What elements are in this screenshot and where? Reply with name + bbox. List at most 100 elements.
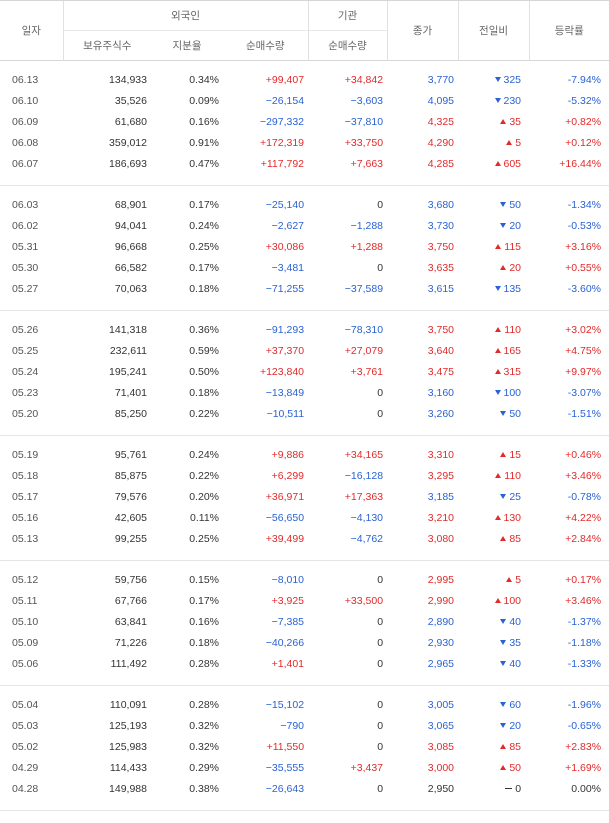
header-date: 일자 [0, 0, 63, 61]
table-row: 05.09 71,226 0.18% −40,266 0 2,930 35 -1.18% [0, 632, 609, 653]
cell-ratio: 0.11% [190, 511, 219, 524]
unchanged-dash-icon [505, 787, 513, 789]
change-value: 40 [509, 615, 522, 628]
cell-close: 3,310 [427, 448, 455, 461]
cell-date: 05.25 [12, 344, 39, 357]
cell-rate: -1.51% [567, 407, 602, 420]
cell-rate: -1.18% [567, 636, 602, 649]
down-triangle-icon [494, 389, 501, 395]
header-inst-net: 순매수량 [307, 30, 388, 61]
cell-ratio: 0.18% [189, 386, 219, 399]
cell-change: 20 [458, 715, 529, 736]
cell-inst-net: 0 [377, 719, 384, 732]
cell-rate: +3.02% [565, 323, 602, 336]
cell-ratio: 0.36% [189, 323, 219, 336]
down-triangle-icon [500, 639, 507, 645]
cell-ratio: 0.28% [189, 657, 219, 670]
cell-foreign-net: +39,499 [265, 532, 305, 545]
change-value: 85 [509, 532, 522, 545]
header-institution: 기관 [307, 0, 388, 31]
cell-foreign-net: +123,840 [259, 365, 305, 378]
cell-inst-net: −4,130 [350, 511, 384, 524]
down-triangle-icon [500, 222, 507, 228]
cell-inst-net: 0 [377, 657, 384, 670]
down-triangle-icon [500, 201, 507, 207]
cell-holdings: 66,582 [114, 261, 147, 274]
group-spacer [0, 61, 609, 70]
up-triangle-icon [506, 139, 513, 145]
cell-date: 05.17 [12, 490, 39, 503]
group-spacer [0, 311, 609, 320]
change-value: 5 [515, 573, 522, 586]
group-spacer [0, 561, 609, 570]
cell-date: 05.20 [12, 407, 39, 420]
cell-foreign-net: +30,086 [265, 240, 305, 253]
cell-rate: +2.84% [565, 532, 602, 545]
cell-close: 3,615 [427, 282, 455, 295]
cell-holdings: 68,901 [114, 198, 147, 211]
cell-inst-net: +7,663 [350, 157, 384, 170]
cell-date: 05.27 [12, 282, 39, 295]
change-value: 0 [515, 782, 522, 795]
change-value: 20 [509, 261, 522, 274]
cell-change: 20 [458, 215, 529, 236]
cell-close: 3,260 [427, 407, 455, 420]
cell-ratio: 0.17% [189, 198, 219, 211]
up-triangle-icon [494, 597, 501, 603]
cell-date: 06.10 [12, 94, 39, 107]
cell-holdings: 35,526 [114, 94, 147, 107]
cell-rate: -1.34% [567, 198, 602, 211]
cell-foreign-net: +172,319 [259, 136, 305, 149]
cell-rate: -0.78% [567, 490, 602, 503]
group-spacer [0, 186, 609, 195]
change-value: 50 [509, 761, 522, 774]
cell-date: 05.06 [12, 657, 39, 670]
cell-foreign-net: −297,332 [259, 115, 305, 128]
cell-inst-net: +3,761 [350, 365, 384, 378]
cell-holdings: 359,012 [109, 136, 147, 149]
down-triangle-icon [494, 76, 501, 82]
down-triangle-icon [500, 701, 507, 707]
cell-close: 3,635 [427, 261, 455, 274]
group-divider [0, 299, 609, 311]
cell-holdings: 195,241 [109, 365, 147, 378]
table-row: 05.02 125,983 0.32% +11,550 0 3,085 85 +2.83% [0, 736, 609, 757]
change-value: 135 [503, 282, 522, 295]
header-close: 종가 [386, 0, 459, 61]
up-triangle-icon [494, 514, 501, 520]
cell-close: 4,285 [427, 157, 455, 170]
header-change: 전일비 [457, 0, 530, 61]
down-triangle-icon [500, 722, 507, 728]
change-value: 20 [509, 719, 522, 732]
cell-change: 50 [458, 757, 529, 778]
table-row: 05.31 96,668 0.25% +30,086 +1,288 3,750 115 +3.… [0, 236, 609, 257]
cell-date: 05.11 [12, 594, 38, 607]
header-holdings: 보유주식수 [62, 30, 151, 61]
cell-close: 3,770 [427, 73, 455, 86]
cell-close: 4,325 [427, 115, 455, 128]
up-triangle-icon [500, 535, 507, 541]
cell-date: 05.26 [12, 323, 39, 336]
cell-holdings: 94,041 [114, 219, 147, 232]
cell-ratio: 0.38% [189, 782, 219, 795]
table-body: 06.13 134,933 0.34% +99,407 +34,842 3,770 325 -… [0, 61, 609, 811]
cell-change: 100 [458, 382, 529, 403]
cell-foreign-net: −26,154 [265, 94, 305, 107]
table-row: 05.25 232,611 0.59% +37,370 +27,079 3,640 165 +… [0, 340, 609, 361]
cell-change: 85 [458, 528, 529, 549]
cell-holdings: 42,605 [114, 511, 147, 524]
cell-ratio: 0.18% [189, 636, 219, 649]
group-divider [0, 424, 609, 436]
change-value: 130 [503, 511, 522, 524]
cell-change: 135 [458, 278, 529, 299]
cell-ratio: 0.15% [189, 573, 219, 586]
cell-date: 06.07 [12, 157, 39, 170]
cell-close: 2,965 [427, 657, 455, 670]
up-triangle-icon [500, 743, 507, 749]
header-foreign: 외국인 [62, 0, 309, 31]
cell-date: 06.09 [12, 115, 39, 128]
cell-holdings: 141,318 [109, 323, 147, 336]
table-row: 06.03 68,901 0.17% −25,140 0 3,680 50 -1.34% [0, 194, 609, 215]
change-value: 110 [504, 323, 522, 336]
cell-ratio: 0.22% [189, 407, 219, 420]
